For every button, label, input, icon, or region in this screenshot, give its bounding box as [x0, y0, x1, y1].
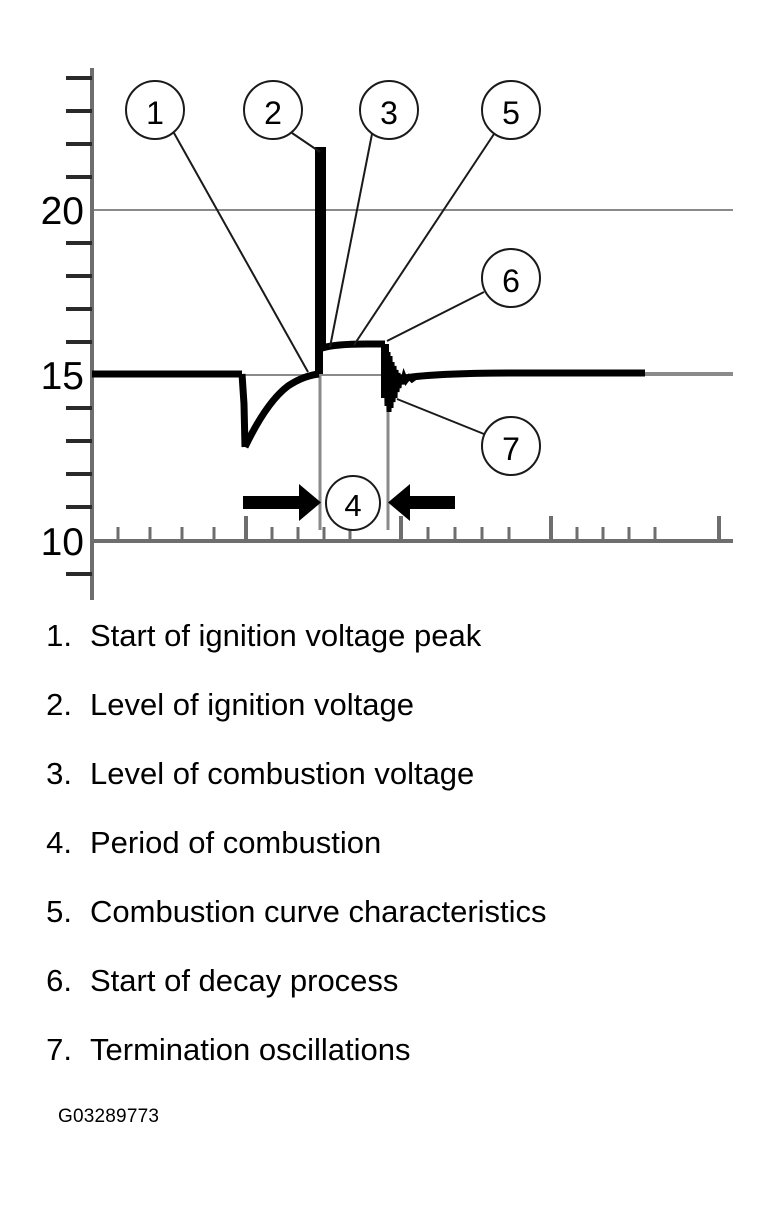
callout-bubbles: 1 2 3 5 6 7 4 — [125, 80, 541, 531]
legend-item: 5. Combustion curve characteristics — [0, 896, 770, 965]
legend-item: 3. Level of combustion voltage — [0, 758, 770, 827]
callout-5[interactable]: 5 — [481, 80, 541, 140]
callout-circle — [481, 80, 541, 140]
x-tick-marks — [116, 516, 721, 541]
ignition-spike — [315, 147, 326, 374]
legend-item-text: Start of ignition voltage peak — [90, 618, 482, 653]
figure-code: G03289773 — [58, 1106, 160, 1127]
leader-line-5 — [353, 133, 495, 346]
waveform-figure: 20 15 10 — [41, 68, 733, 600]
y-label-15: 15 — [41, 355, 84, 398]
callout-6[interactable]: 6 — [481, 248, 541, 308]
legend-item: 2. Level of ignition voltage — [0, 689, 770, 758]
leader-line-7 — [396, 398, 485, 435]
callout-circle — [481, 248, 541, 308]
legend-item-number: 7. — [46, 1032, 72, 1067]
callout-label: 6 — [502, 263, 520, 299]
callout-label: 7 — [502, 431, 520, 467]
leader-line-2 — [291, 132, 321, 153]
callout-label: 2 — [264, 95, 282, 131]
y-label-20: 20 — [41, 190, 84, 233]
leader-line-1 — [173, 132, 309, 373]
waveform-svg: 20 15 10 — [41, 68, 733, 600]
callout-circle — [243, 80, 303, 140]
legend-list: 1. Start of ignition voltage peak 2. Lev… — [0, 620, 770, 1103]
legend-item-text: Combustion curve characteristics — [90, 894, 547, 929]
callout-1[interactable]: 1 — [125, 80, 185, 140]
leader-line-3 — [329, 133, 373, 348]
callout-label: 3 — [380, 95, 398, 131]
legend-item-number: 5. — [46, 894, 72, 929]
waveform-trace — [92, 147, 733, 449]
callout-circle — [359, 80, 419, 140]
legend-item-number: 3. — [46, 756, 72, 791]
legend-item-text: Period of combustion — [90, 825, 382, 860]
y-label-10: 10 — [41, 521, 84, 564]
y-tick-marks — [66, 76, 92, 576]
legend-item: 4. Period of combustion — [0, 827, 770, 896]
legend-item: 6. Start of decay process — [0, 965, 770, 1034]
negative-dip — [238, 373, 249, 448]
callout-7[interactable]: 7 — [481, 416, 541, 476]
callout-label: 1 — [146, 95, 164, 131]
legend-item: 1. Start of ignition voltage peak — [0, 620, 770, 689]
callout-2[interactable]: 2 — [243, 80, 303, 140]
legend-item-number: 4. — [46, 825, 72, 860]
callout-circle — [325, 475, 381, 531]
leader-lines — [173, 132, 495, 435]
settle-tail — [404, 369, 645, 382]
legend-item-number: 2. — [46, 687, 72, 722]
callout-circle — [481, 416, 541, 476]
legend-item-text: Level of ignition voltage — [90, 687, 415, 722]
left-arrow-shaft — [243, 496, 301, 509]
left-arrow-head — [299, 484, 321, 521]
combustion-plateau — [320, 340, 385, 352]
gridlines — [92, 209, 733, 376]
legend-item: 7. Termination oscillations — [0, 1034, 770, 1103]
period-arrows — [243, 484, 455, 521]
callout-circle — [125, 80, 185, 140]
legend-item-text: Termination oscillations — [90, 1032, 411, 1067]
callout-3[interactable]: 3 — [359, 80, 419, 140]
callout-label: 4 — [344, 488, 361, 523]
legend-item-number: 6. — [46, 963, 72, 998]
leader-line-6 — [386, 291, 485, 342]
legend-item-text: Level of combustion voltage — [90, 756, 475, 791]
callout-4[interactable]: 4 — [325, 475, 381, 531]
callout-label: 5 — [502, 95, 520, 131]
right-arrow-head — [388, 484, 410, 521]
legend-item-number: 1. — [46, 618, 72, 653]
legend-item-text: Start of decay process — [90, 963, 399, 998]
right-arrow-shaft — [408, 496, 455, 509]
recovery-curve — [241, 370, 320, 449]
